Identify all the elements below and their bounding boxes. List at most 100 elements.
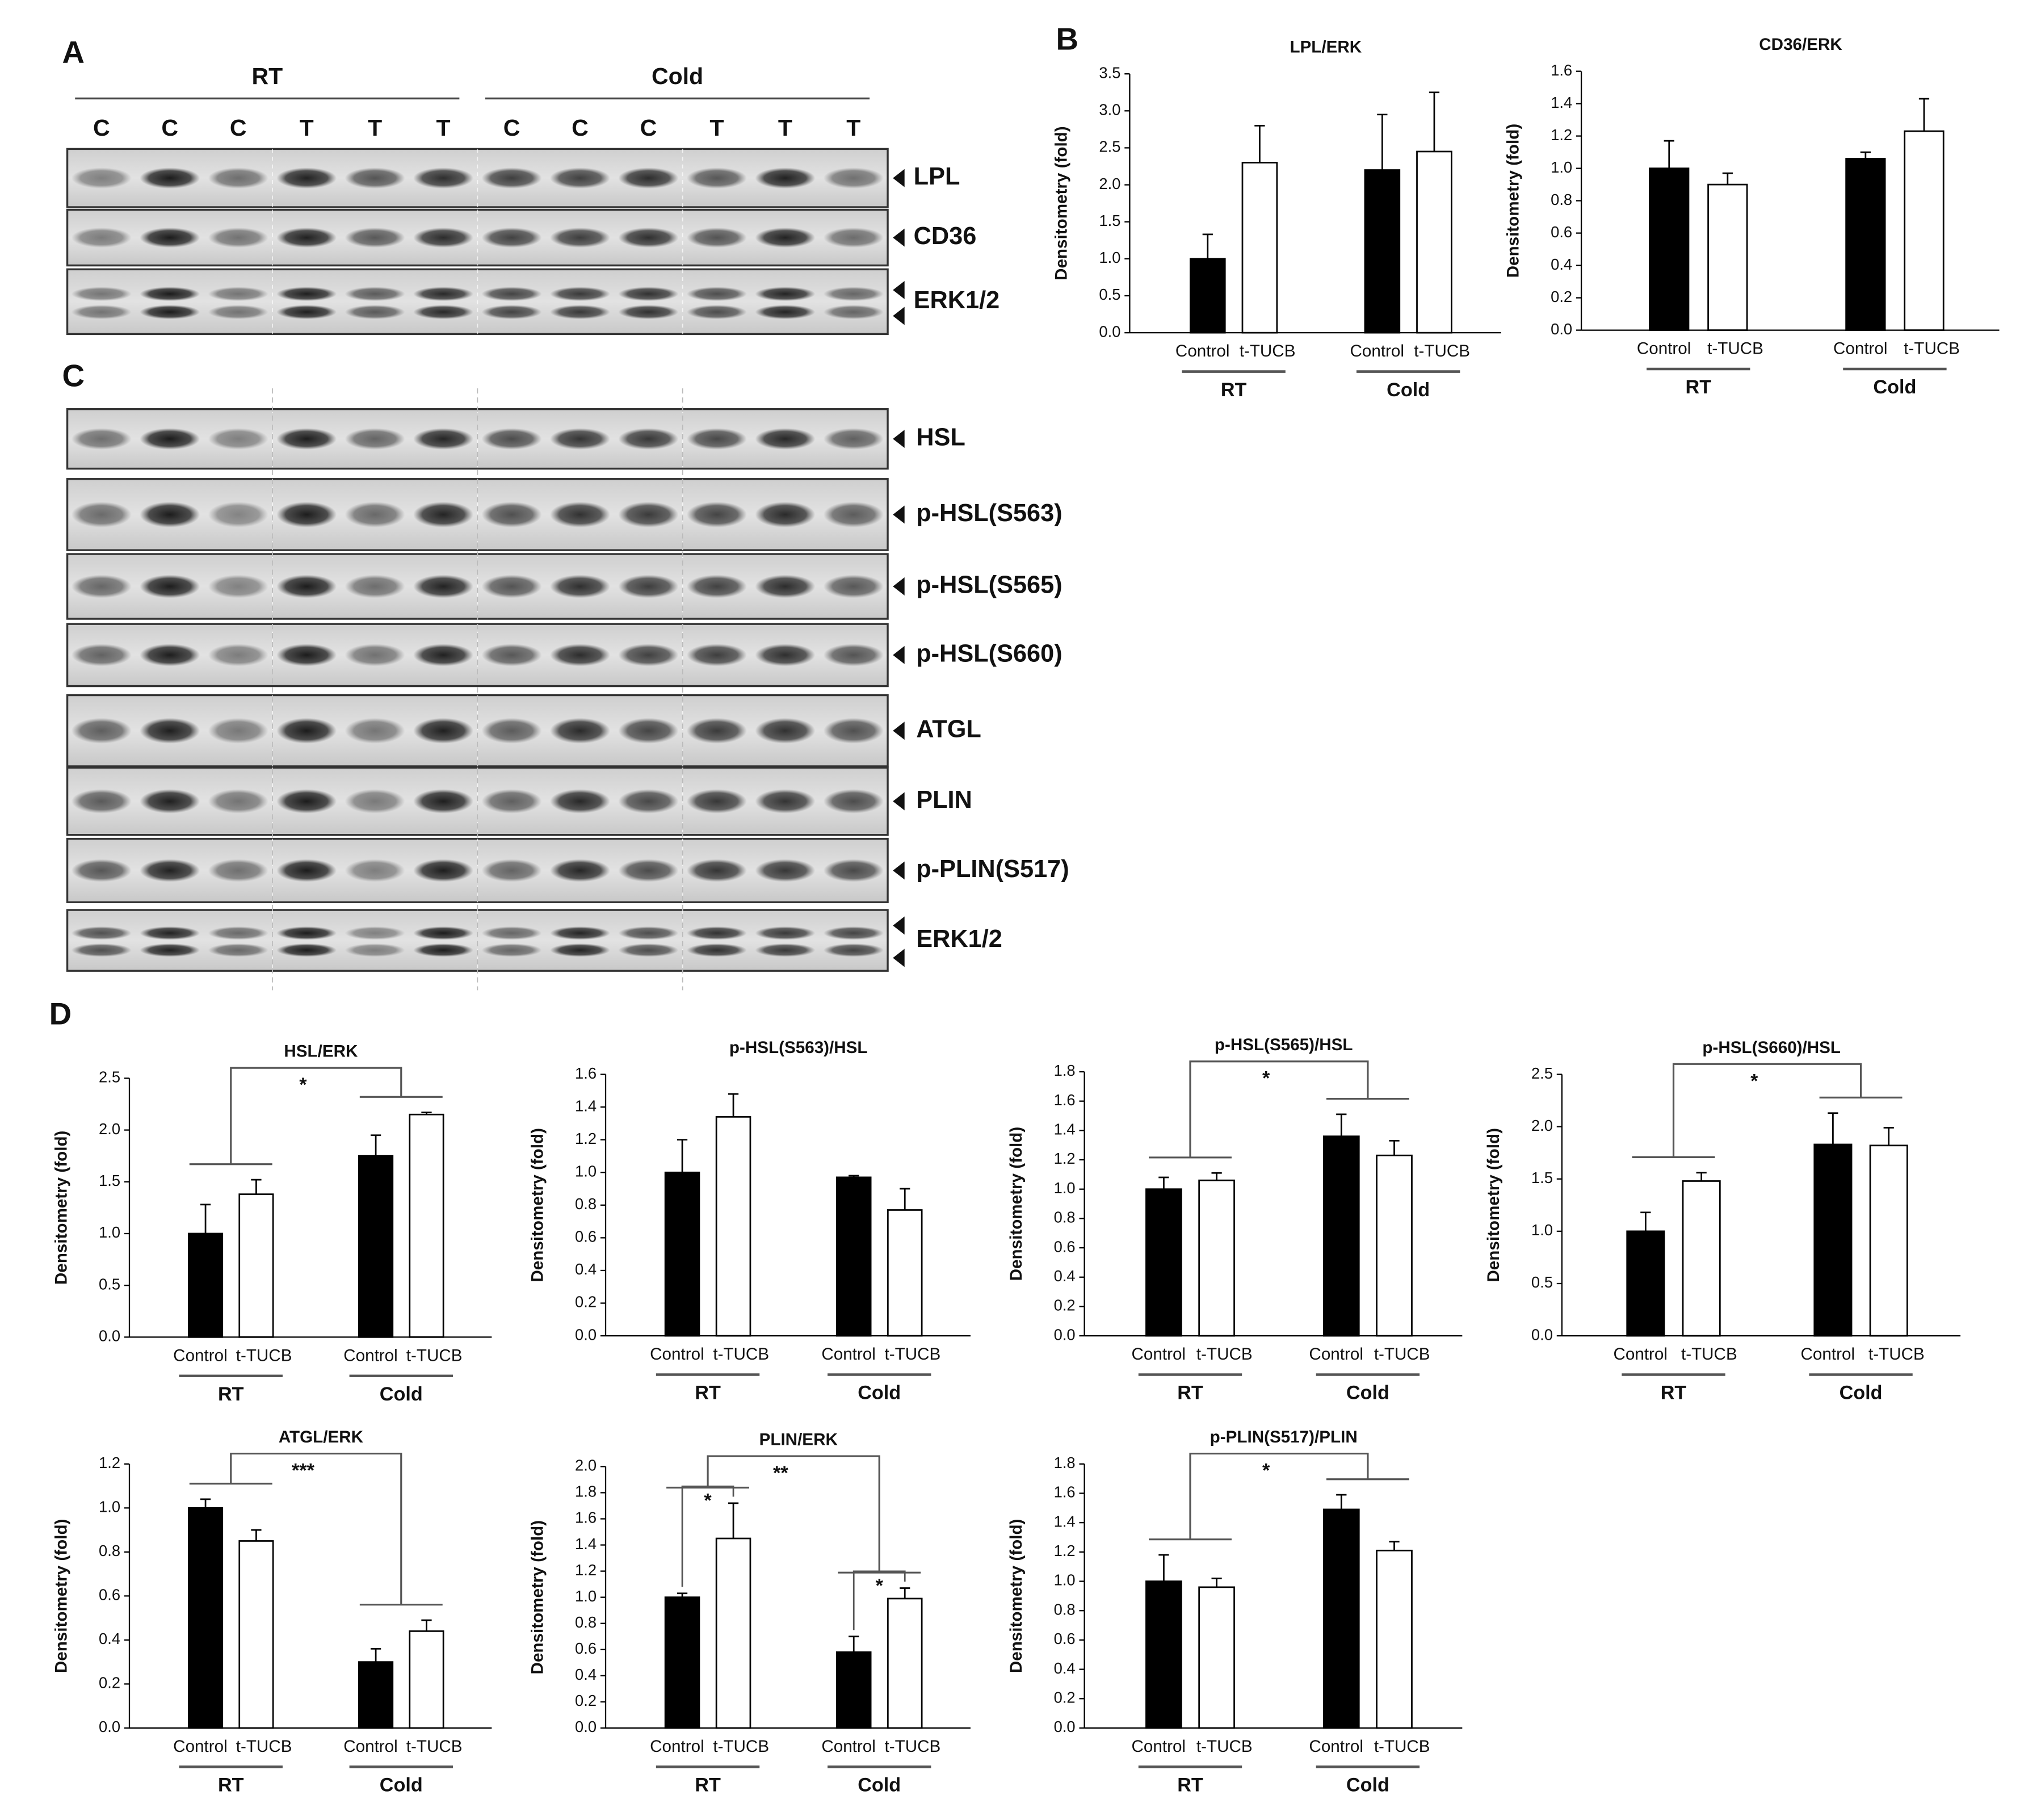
bar	[1376, 1549, 1413, 1729]
y-tick-label: 0.0	[1531, 1326, 1553, 1343]
y-tick-label: 1.0	[1531, 1221, 1553, 1239]
blot-band	[276, 287, 337, 301]
group-label: Cold	[858, 1775, 901, 1796]
blot-band	[618, 227, 679, 248]
blot-band	[413, 305, 474, 320]
blot-band	[413, 428, 474, 450]
blot-band	[481, 501, 542, 528]
y-tick-label: 0.0	[1054, 1718, 1076, 1735]
error-bar	[849, 1175, 859, 1177]
significance-bracket	[189, 1452, 443, 1606]
blot-band	[71, 428, 132, 450]
y-tick-label: 0.0	[1551, 320, 1572, 338]
blot-band	[71, 287, 132, 301]
lane-label: T	[368, 115, 382, 141]
bar	[358, 1661, 394, 1729]
y-tick-label: 0.8	[575, 1613, 597, 1631]
blot-band	[413, 943, 474, 957]
bar	[664, 1171, 700, 1337]
blot-band	[823, 305, 884, 320]
blot-band	[481, 789, 542, 813]
y-tick-label: 0.6	[1551, 223, 1572, 241]
x-tick-label: Control	[1637, 339, 1691, 358]
group-label: Cold	[1873, 376, 1916, 398]
blot-band	[413, 574, 474, 598]
y-tick-label: 0.0	[575, 1326, 597, 1343]
blot-band	[686, 859, 747, 882]
x-tick-label: t-TUCB	[1196, 1737, 1253, 1756]
blot-band	[345, 943, 405, 957]
error-bar	[1254, 124, 1265, 163]
blot-band	[71, 501, 132, 528]
blot-band	[755, 718, 816, 744]
error-bar	[421, 1112, 432, 1115]
blot-band	[686, 287, 747, 301]
blot-band	[823, 287, 884, 301]
chart-title: ATGL/ERK	[279, 1428, 364, 1446]
y-tick-label: 0.6	[575, 1228, 597, 1246]
y-tick-label: 1.2	[1054, 1150, 1076, 1167]
blot-band	[413, 501, 474, 528]
blot-band	[755, 167, 816, 189]
bar	[409, 1630, 444, 1729]
band-label: LPL	[914, 163, 960, 190]
error-bar	[677, 1592, 688, 1597]
bar	[1649, 167, 1690, 331]
group-label: RT	[1686, 376, 1712, 398]
blot-band	[549, 227, 610, 248]
arrowhead	[893, 505, 905, 524]
blot-band	[413, 287, 474, 301]
blot-band	[71, 167, 132, 189]
band-label: ERK1/2	[916, 925, 1002, 953]
significance-label: ***	[292, 1460, 315, 1482]
blot-band	[276, 501, 337, 528]
bar	[664, 1596, 700, 1729]
group-label: Cold	[380, 1775, 423, 1796]
x-tick-label: t-TUCB	[713, 1345, 769, 1364]
y-tick-label: 1.0	[1054, 1179, 1076, 1197]
y-tick-label: 0.4	[575, 1260, 597, 1278]
y-tick-label: 2.0	[99, 1120, 120, 1138]
y-tick-label: 0.4	[1054, 1659, 1076, 1677]
y-tick-label: 1.2	[1551, 126, 1572, 144]
blot-band	[549, 428, 610, 450]
y-tick-label: 1.0	[99, 1223, 120, 1241]
error-bar	[728, 1093, 739, 1117]
blot-band	[481, 644, 542, 666]
blot-band	[345, 305, 405, 320]
bar	[715, 1116, 751, 1337]
bar	[188, 1507, 224, 1729]
arrowhead	[893, 280, 905, 299]
blot-band	[345, 789, 405, 813]
blot-band	[345, 167, 405, 189]
blot-band	[140, 718, 200, 744]
lane-label: C	[161, 115, 178, 141]
x-tick-label: Control	[343, 1346, 398, 1365]
y-tick-label: 0.6	[1054, 1630, 1076, 1647]
blot-band	[686, 501, 747, 528]
chart-title: p-HSL(S565)/HSL	[1215, 1035, 1353, 1054]
blot-band	[686, 305, 747, 320]
blot-band	[755, 305, 816, 320]
lane-label: C	[230, 115, 247, 141]
blot-band	[481, 287, 542, 301]
band-label: p-PLIN(S517)	[916, 856, 1069, 883]
bar	[887, 1597, 923, 1729]
band-label: p-HSL(S563)	[916, 500, 1062, 527]
y-tick-label: 0.5	[1099, 286, 1120, 303]
blot-band	[686, 428, 747, 450]
error-bar	[1202, 233, 1213, 259]
group-label: RT	[1177, 1382, 1203, 1404]
y-tick-label: 3.0	[1099, 101, 1120, 119]
significance-label: *	[704, 1490, 712, 1512]
blot-band	[755, 926, 816, 940]
blot-band	[208, 167, 268, 189]
blot-band	[481, 574, 542, 598]
blot-band	[140, 574, 200, 598]
group-label: Cold	[380, 1383, 423, 1405]
blot-band	[549, 789, 610, 813]
x-tick-label: t-TUCB	[1868, 1345, 1925, 1364]
y-tick-label: 1.0	[575, 1162, 597, 1180]
group-label: RT	[251, 63, 283, 89]
x-tick-label: Control	[1309, 1345, 1363, 1364]
